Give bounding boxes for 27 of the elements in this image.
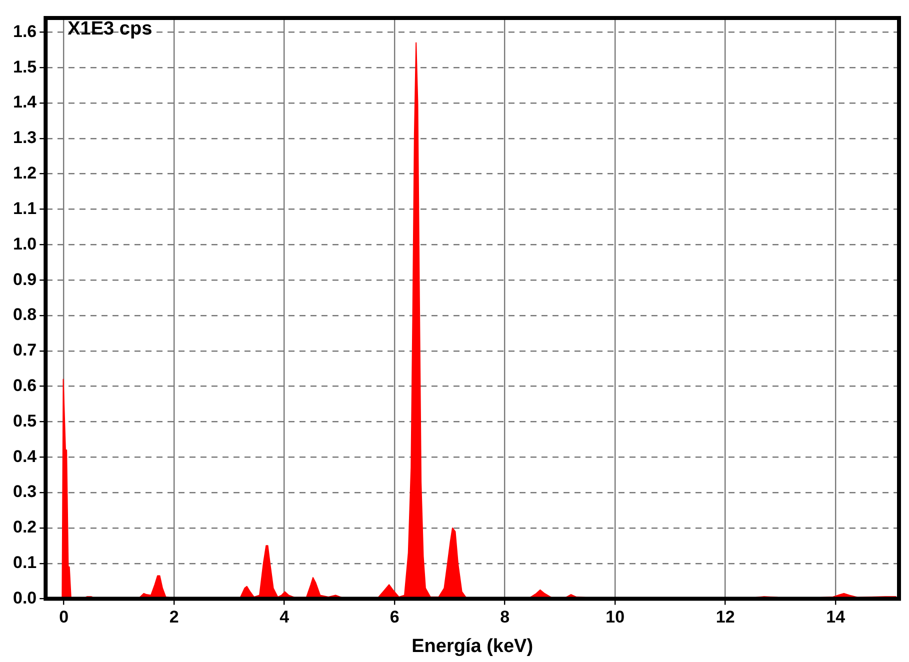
y-tick-label: 0.9 (12, 270, 37, 289)
y-tick-label: 0.2 (12, 518, 37, 537)
x-tick-label: 2 (169, 608, 179, 627)
x-tick-label: 12 (716, 608, 735, 627)
y-tick-label: 1.3 (12, 128, 37, 148)
x-tick-label: 8 (500, 608, 510, 627)
y-tick-label: 1.0 (12, 234, 37, 254)
y-tick-label: 0.6 (12, 376, 37, 395)
y-tick-label: 0.1 (12, 553, 37, 572)
x-tick-label: 0 (59, 608, 69, 627)
x-tick-label: 6 (390, 608, 400, 627)
x-tick-label: 4 (280, 608, 290, 627)
y-tick-label: 1.4 (12, 92, 38, 112)
x-tick-label: 14 (826, 608, 846, 627)
x-axis-title: Energía (keV) (412, 636, 534, 657)
y-tick-label: 0.5 (12, 411, 37, 430)
y-tick-label: 1.5 (12, 57, 37, 76)
x-tick-label: 10 (606, 608, 625, 627)
annotation: X1E3 cps (68, 18, 152, 40)
y-tick-label: 1.2 (12, 164, 37, 183)
y-tick-label: 0.3 (12, 482, 37, 502)
y-tick-label: 1.6 (12, 22, 37, 41)
y-tick-label: 0.7 (12, 340, 37, 360)
y-tick-label: 0.4 (12, 446, 38, 466)
y-tick-label: 0.8 (12, 305, 37, 324)
y-tick-label: 1.1 (12, 198, 37, 218)
y-tick-label: 0.0 (12, 588, 37, 608)
